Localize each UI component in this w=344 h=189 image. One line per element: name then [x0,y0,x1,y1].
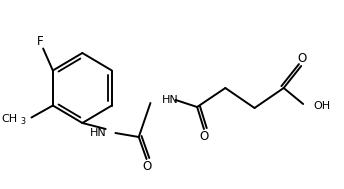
Text: F: F [37,35,44,48]
Text: 3: 3 [20,118,25,126]
Text: HN: HN [89,128,106,138]
Text: HN: HN [162,95,179,105]
Text: O: O [199,130,208,143]
Text: CH: CH [2,114,18,123]
Text: OH: OH [314,101,331,111]
Text: O: O [142,160,151,174]
Text: O: O [298,51,307,64]
